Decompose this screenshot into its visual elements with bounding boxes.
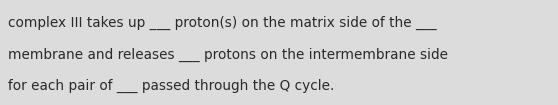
Text: for each pair of ___ passed through the Q cycle.: for each pair of ___ passed through the … (8, 79, 335, 93)
Text: complex III takes up ___ proton(s) on the matrix side of the ___: complex III takes up ___ proton(s) on th… (8, 16, 437, 30)
Text: membrane and releases ___ protons on the intermembrane side: membrane and releases ___ protons on the… (8, 48, 449, 62)
